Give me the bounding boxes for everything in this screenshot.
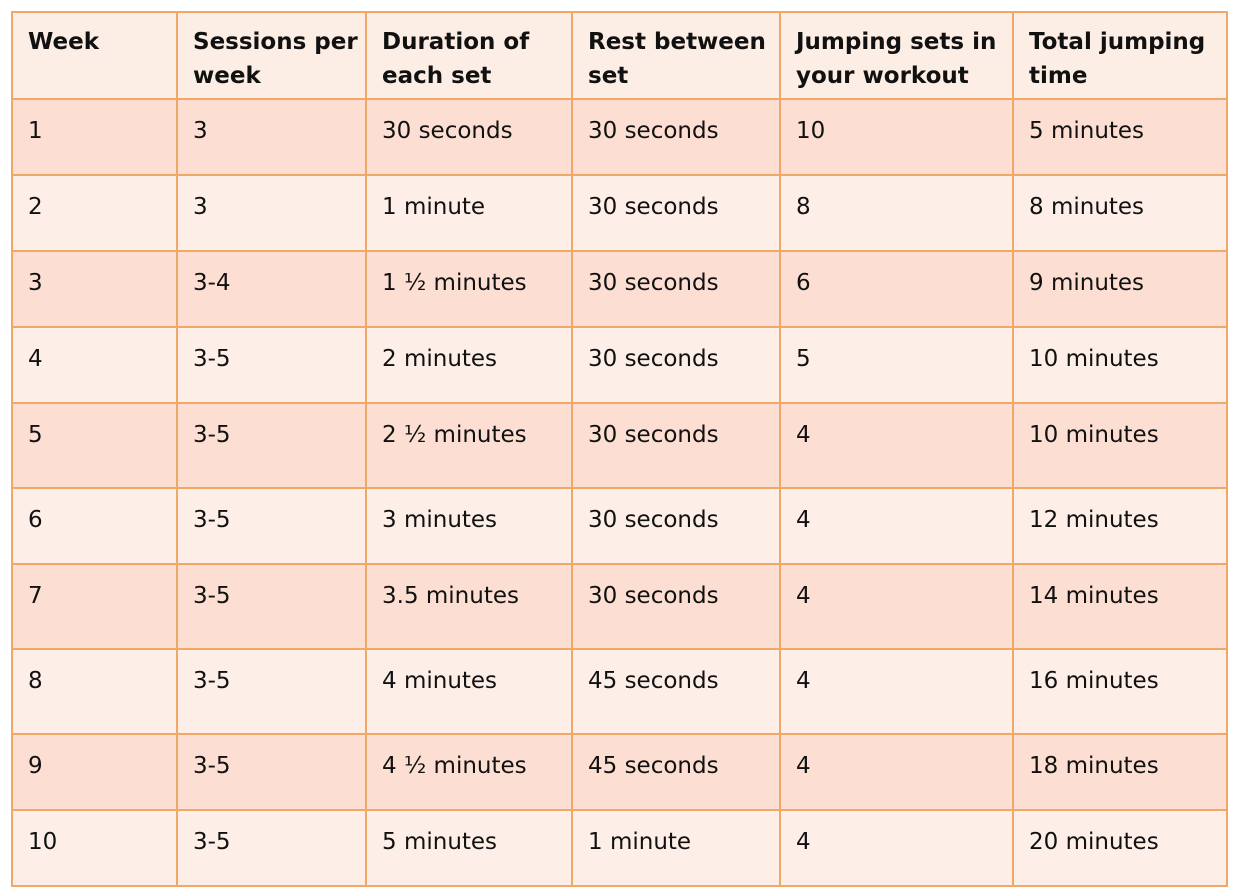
cell-sets: 4 xyxy=(779,402,1014,489)
table-row: 1 3 30 seconds 30 seconds 10 5 minutes xyxy=(11,98,1228,176)
cell-rest: 30 seconds xyxy=(571,563,781,650)
cell-sessions: 3-5 xyxy=(176,648,367,735)
cell-duration: 4 ½ minutes xyxy=(365,733,573,811)
table-row: 6 3-5 3 minutes 30 seconds 4 12 minutes xyxy=(11,487,1228,565)
table-row: 2 3 1 minute 30 seconds 8 8 minutes xyxy=(11,174,1228,252)
cell-sessions: 3-4 xyxy=(176,250,367,328)
cell-total: 5 minutes xyxy=(1012,98,1228,176)
cell-duration: 1 ½ minutes xyxy=(365,250,573,328)
cell-duration: 3.5 minutes xyxy=(365,563,573,650)
cell-week: 7 xyxy=(11,563,178,650)
cell-week: 10 xyxy=(11,809,178,887)
cell-rest: 30 seconds xyxy=(571,250,781,328)
cell-week: 4 xyxy=(11,326,178,404)
cell-sessions: 3-5 xyxy=(176,487,367,565)
cell-week: 3 xyxy=(11,250,178,328)
header-row: Week Sessions per week Duration of each se… xyxy=(11,11,1228,100)
cell-total: 8 minutes xyxy=(1012,174,1228,252)
cell-sessions: 3-5 xyxy=(176,326,367,404)
cell-rest: 45 seconds xyxy=(571,733,781,811)
cell-sessions: 3-5 xyxy=(176,563,367,650)
cell-rest: 45 seconds xyxy=(571,648,781,735)
cell-sessions: 3-5 xyxy=(176,809,367,887)
cell-rest: 1 minute xyxy=(571,809,781,887)
cell-rest: 30 seconds xyxy=(571,98,781,176)
cell-total: 14 minutes xyxy=(1012,563,1228,650)
table-row: 8 3-5 4 minutes 45 seconds 4 16 minutes xyxy=(11,648,1228,735)
table-row: 3 3-4 1 ½ minutes 30 seconds 6 9 minutes xyxy=(11,250,1228,328)
cell-duration: 2 ½ minutes xyxy=(365,402,573,489)
cell-total: 10 minutes xyxy=(1012,326,1228,404)
header-week: Week xyxy=(11,11,178,100)
cell-duration: 5 minutes xyxy=(365,809,573,887)
cell-total: 10 minutes xyxy=(1012,402,1228,489)
cell-total: 12 minutes xyxy=(1012,487,1228,565)
cell-rest: 30 seconds xyxy=(571,487,781,565)
cell-duration: 2 minutes xyxy=(365,326,573,404)
cell-sessions: 3-5 xyxy=(176,733,367,811)
cell-sets: 4 xyxy=(779,809,1014,887)
header-duration-of-each-set: Duration of each set xyxy=(365,11,573,100)
cell-week: 6 xyxy=(11,487,178,565)
cell-total: 9 minutes xyxy=(1012,250,1228,328)
cell-total: 16 minutes xyxy=(1012,648,1228,735)
header-sessions-per-week: Sessions per week xyxy=(176,11,367,100)
table-row: 4 3-5 2 minutes 30 seconds 5 10 minutes xyxy=(11,326,1228,404)
cell-rest: 30 seconds xyxy=(571,402,781,489)
table-row: 7 3-5 3.5 minutes 30 seconds 4 14 minute… xyxy=(11,563,1228,650)
cell-total: 18 minutes xyxy=(1012,733,1228,811)
header-total-jumping-time: Total jumping time xyxy=(1012,11,1228,100)
cell-sessions: 3 xyxy=(176,98,367,176)
cell-sets: 5 xyxy=(779,326,1014,404)
header-rest-between-set: Rest between set xyxy=(571,11,781,100)
cell-sets: 4 xyxy=(779,487,1014,565)
cell-duration: 30 seconds xyxy=(365,98,573,176)
cell-sets: 4 xyxy=(779,733,1014,811)
jump-training-schedule-table: Week Sessions per week Duration of each se… xyxy=(11,11,1228,887)
cell-rest: 30 seconds xyxy=(571,174,781,252)
cell-week: 9 xyxy=(11,733,178,811)
cell-sets: 4 xyxy=(779,648,1014,735)
training-table-container: Week Sessions per week Duration of each se… xyxy=(11,11,1228,887)
cell-sets: 4 xyxy=(779,563,1014,650)
cell-week: 8 xyxy=(11,648,178,735)
cell-duration: 4 minutes xyxy=(365,648,573,735)
cell-week: 1 xyxy=(11,98,178,176)
table-row: 9 3-5 4 ½ minutes 45 seconds 4 18 minute… xyxy=(11,733,1228,811)
cell-sets: 8 xyxy=(779,174,1014,252)
table-row: 10 3-5 5 minutes 1 minute 4 20 minutes xyxy=(11,809,1228,887)
cell-week: 5 xyxy=(11,402,178,489)
header-jumping-sets: Jumping sets in your workout xyxy=(779,11,1014,100)
table-row: 5 3-5 2 ½ minutes 30 seconds 4 10 minute… xyxy=(11,402,1228,489)
cell-duration: 1 minute xyxy=(365,174,573,252)
cell-sessions: 3-5 xyxy=(176,402,367,489)
cell-week: 2 xyxy=(11,174,178,252)
cell-total: 20 minutes xyxy=(1012,809,1228,887)
cell-sessions: 3 xyxy=(176,174,367,252)
cell-sets: 10 xyxy=(779,98,1014,176)
cell-sets: 6 xyxy=(779,250,1014,328)
cell-rest: 30 seconds xyxy=(571,326,781,404)
cell-duration: 3 minutes xyxy=(365,487,573,565)
